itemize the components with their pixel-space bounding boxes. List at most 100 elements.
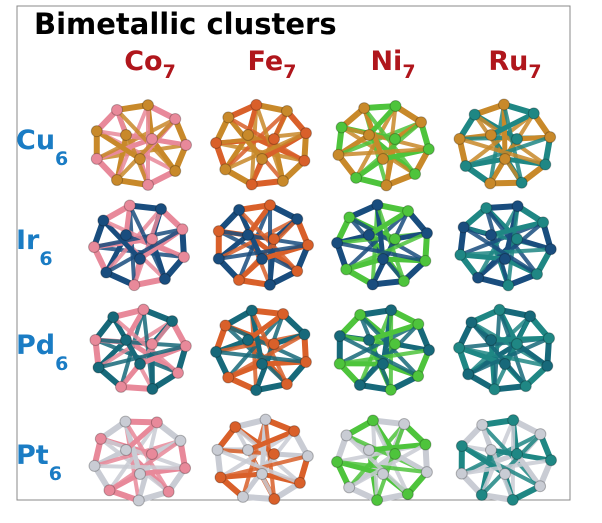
count: 7 [528,61,541,83]
row-label: Ir6 [16,225,53,270]
atom [92,361,105,374]
atom [377,358,389,370]
frame [16,5,571,501]
atom [537,216,550,229]
atom [211,443,224,456]
atom [468,108,481,121]
atom [384,383,397,396]
atom [402,205,415,218]
count: 7 [163,61,176,83]
atom [485,129,497,141]
atom [264,199,277,212]
atom [146,133,158,145]
atom [493,303,506,316]
atom [412,370,425,383]
bond [223,131,308,172]
element: Ir [16,225,40,256]
atom [511,200,524,213]
bond [344,433,410,497]
atom [484,177,497,190]
atom [88,240,101,253]
cluster [455,414,557,506]
atom [134,153,146,165]
atom [259,413,272,426]
atom [422,143,435,156]
atom [415,116,428,129]
atom [276,175,289,188]
atom [499,358,511,370]
cluster [331,198,433,291]
element: Pt [16,440,49,471]
bond [115,116,178,183]
atom [229,421,242,434]
atom [242,229,254,241]
atom [291,265,304,278]
atom [485,334,497,346]
bond [336,147,431,157]
bond [469,320,528,389]
bond [94,128,143,162]
cluster [88,199,190,292]
atom [333,330,346,343]
atom [268,133,280,145]
atom [134,358,146,370]
atom [115,380,128,393]
count: 6 [39,248,52,270]
atom [120,129,132,141]
atom [511,233,523,245]
atom [128,279,141,292]
atom [453,341,466,354]
atom [340,263,353,276]
atom [476,418,489,431]
bond [480,422,515,502]
atom [233,203,246,216]
atom [419,438,432,451]
atom [343,481,356,494]
atom [155,202,168,215]
cluster-grid [88,98,557,507]
cluster [332,100,435,192]
cluster [211,413,314,506]
atom [214,471,227,484]
bond [96,344,188,370]
atom [245,178,258,191]
atom [123,199,136,212]
atom [146,382,159,395]
atom [222,371,235,384]
atom [530,268,543,281]
atom [506,493,519,506]
atom [511,448,523,460]
atom [502,279,515,292]
atom [455,467,468,480]
atom [120,334,132,346]
atom [232,274,245,287]
count: 7 [402,61,415,83]
bond [488,335,552,343]
atom [97,214,110,227]
count: 7 [283,61,296,83]
element: Cu [16,125,55,156]
atom [111,103,123,116]
atom [166,315,179,328]
cluster [333,304,435,396]
atom [419,254,432,267]
atom [150,416,163,429]
atom [420,466,433,479]
atom [524,310,537,323]
atom [120,444,132,456]
atom [539,158,552,171]
atom [385,304,398,317]
cluster [331,414,433,507]
atom [120,229,132,241]
count: 6 [49,463,62,485]
atom [543,332,556,345]
atom [134,468,146,480]
atom [162,485,175,498]
atom [141,99,154,112]
atom [389,448,401,460]
bond [245,428,297,453]
atom [380,179,393,192]
atom [465,316,478,329]
atom [544,131,557,144]
